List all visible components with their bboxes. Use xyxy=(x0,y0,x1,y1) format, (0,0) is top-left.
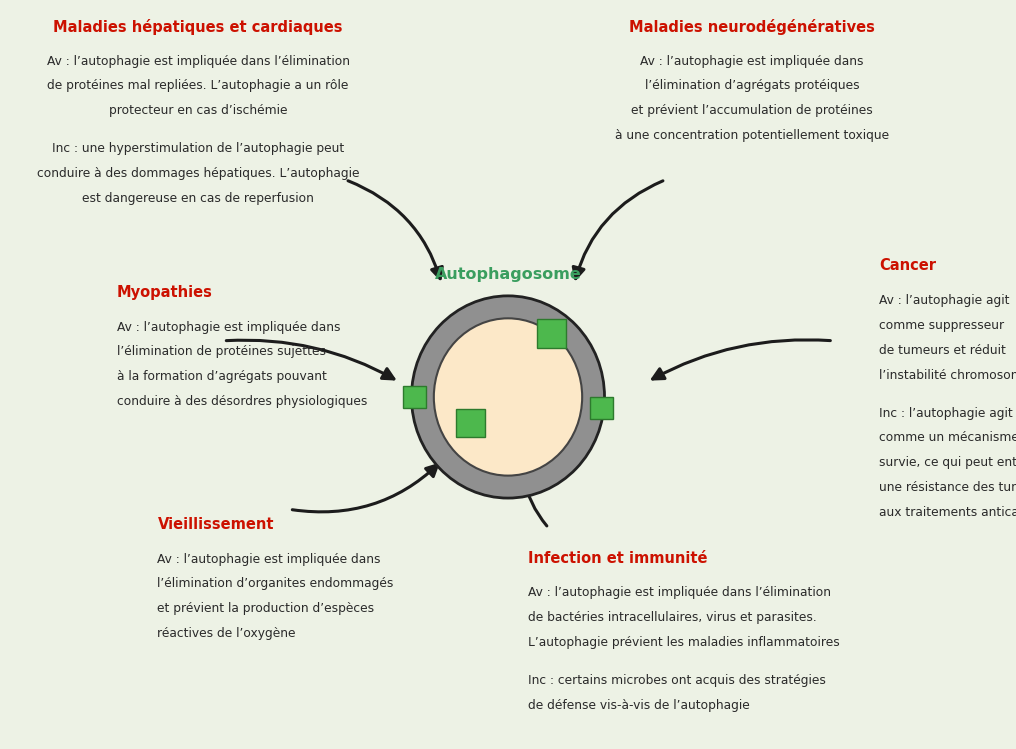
Text: Av : l’autophagie est impliquée dans l’élimination: Av : l’autophagie est impliquée dans l’é… xyxy=(528,586,831,599)
Text: et prévient l’accumulation de protéines: et prévient l’accumulation de protéines xyxy=(631,104,873,117)
Text: une résistance des tumeurs: une résistance des tumeurs xyxy=(879,481,1016,494)
Bar xyxy=(590,397,613,419)
Text: de défense vis-à-vis de l’autophagie: de défense vis-à-vis de l’autophagie xyxy=(528,699,750,712)
Text: aux traitements anticancéreux: aux traitements anticancéreux xyxy=(879,506,1016,518)
Text: L’autophagie prévient les maladies inflammatoires: L’autophagie prévient les maladies infla… xyxy=(528,636,840,649)
Text: et prévient la production d’espèces: et prévient la production d’espèces xyxy=(157,602,375,615)
Text: Cancer: Cancer xyxy=(879,258,936,273)
Text: Autophagosome: Autophagosome xyxy=(435,267,581,282)
Text: Vieillissement: Vieillissement xyxy=(157,517,274,532)
Text: protecteur en cas d’ischémie: protecteur en cas d’ischémie xyxy=(109,104,288,117)
Text: Inc : une hyperstimulation de l’autophagie peut: Inc : une hyperstimulation de l’autophag… xyxy=(52,142,344,155)
Text: de bactéries intracellulaires, virus et parasites.: de bactéries intracellulaires, virus et … xyxy=(528,611,817,624)
Text: Av : l’autophagie est impliquée dans l’élimination: Av : l’autophagie est impliquée dans l’é… xyxy=(47,55,350,67)
Text: de tumeurs et réduit: de tumeurs et réduit xyxy=(879,344,1006,357)
Text: Maladies neurodégénératives: Maladies neurodégénératives xyxy=(629,19,875,34)
Text: conduire à des désordres physiologiques: conduire à des désordres physiologiques xyxy=(117,395,367,407)
Ellipse shape xyxy=(411,296,605,498)
Text: l’élimination de protéines sujettes: l’élimination de protéines sujettes xyxy=(117,345,326,358)
Text: est dangereuse en cas de reperfusion: est dangereuse en cas de reperfusion xyxy=(82,192,314,204)
Text: à la formation d’agrégats pouvant: à la formation d’agrégats pouvant xyxy=(117,370,327,383)
Bar xyxy=(403,386,426,408)
Text: Av : l’autophagie est impliquée dans: Av : l’autophagie est impliquée dans xyxy=(157,553,381,565)
Text: comme suppresseur: comme suppresseur xyxy=(879,319,1004,332)
Text: l’instabilité chromosomique: l’instabilité chromosomique xyxy=(879,369,1016,381)
Text: Av : l’autophagie est impliquée dans: Av : l’autophagie est impliquée dans xyxy=(117,321,340,333)
Text: Infection et immunité: Infection et immunité xyxy=(528,551,708,565)
Text: conduire à des dommages hépatiques. L’autophagie: conduire à des dommages hépatiques. L’au… xyxy=(37,167,360,180)
Bar xyxy=(537,319,566,348)
Text: Inc : l’autophagie agit: Inc : l’autophagie agit xyxy=(879,407,1013,419)
Text: l’élimination d’organites endommagés: l’élimination d’organites endommagés xyxy=(157,577,394,590)
Text: Maladies hépatiques et cardiaques: Maladies hépatiques et cardiaques xyxy=(54,19,342,34)
Text: comme un mécanisme de: comme un mécanisme de xyxy=(879,431,1016,444)
Bar xyxy=(456,409,485,437)
Text: Av : l’autophagie agit: Av : l’autophagie agit xyxy=(879,294,1009,307)
Text: Myopathies: Myopathies xyxy=(117,285,212,300)
Text: à une concentration potentiellement toxique: à une concentration potentiellement toxi… xyxy=(615,129,889,142)
Ellipse shape xyxy=(434,318,582,476)
Text: de protéines mal repliées. L’autophagie a un rôle: de protéines mal repliées. L’autophagie … xyxy=(48,79,348,92)
Text: survie, ce qui peut entraîner: survie, ce qui peut entraîner xyxy=(879,456,1016,469)
Text: Av : l’autophagie est impliquée dans: Av : l’autophagie est impliquée dans xyxy=(640,55,864,67)
Text: l’élimination d’agrégats protéiques: l’élimination d’agrégats protéiques xyxy=(644,79,860,92)
Text: réactives de l’oxygène: réactives de l’oxygène xyxy=(157,627,296,640)
Text: Inc : certains microbes ont acquis des stratégies: Inc : certains microbes ont acquis des s… xyxy=(528,674,826,687)
